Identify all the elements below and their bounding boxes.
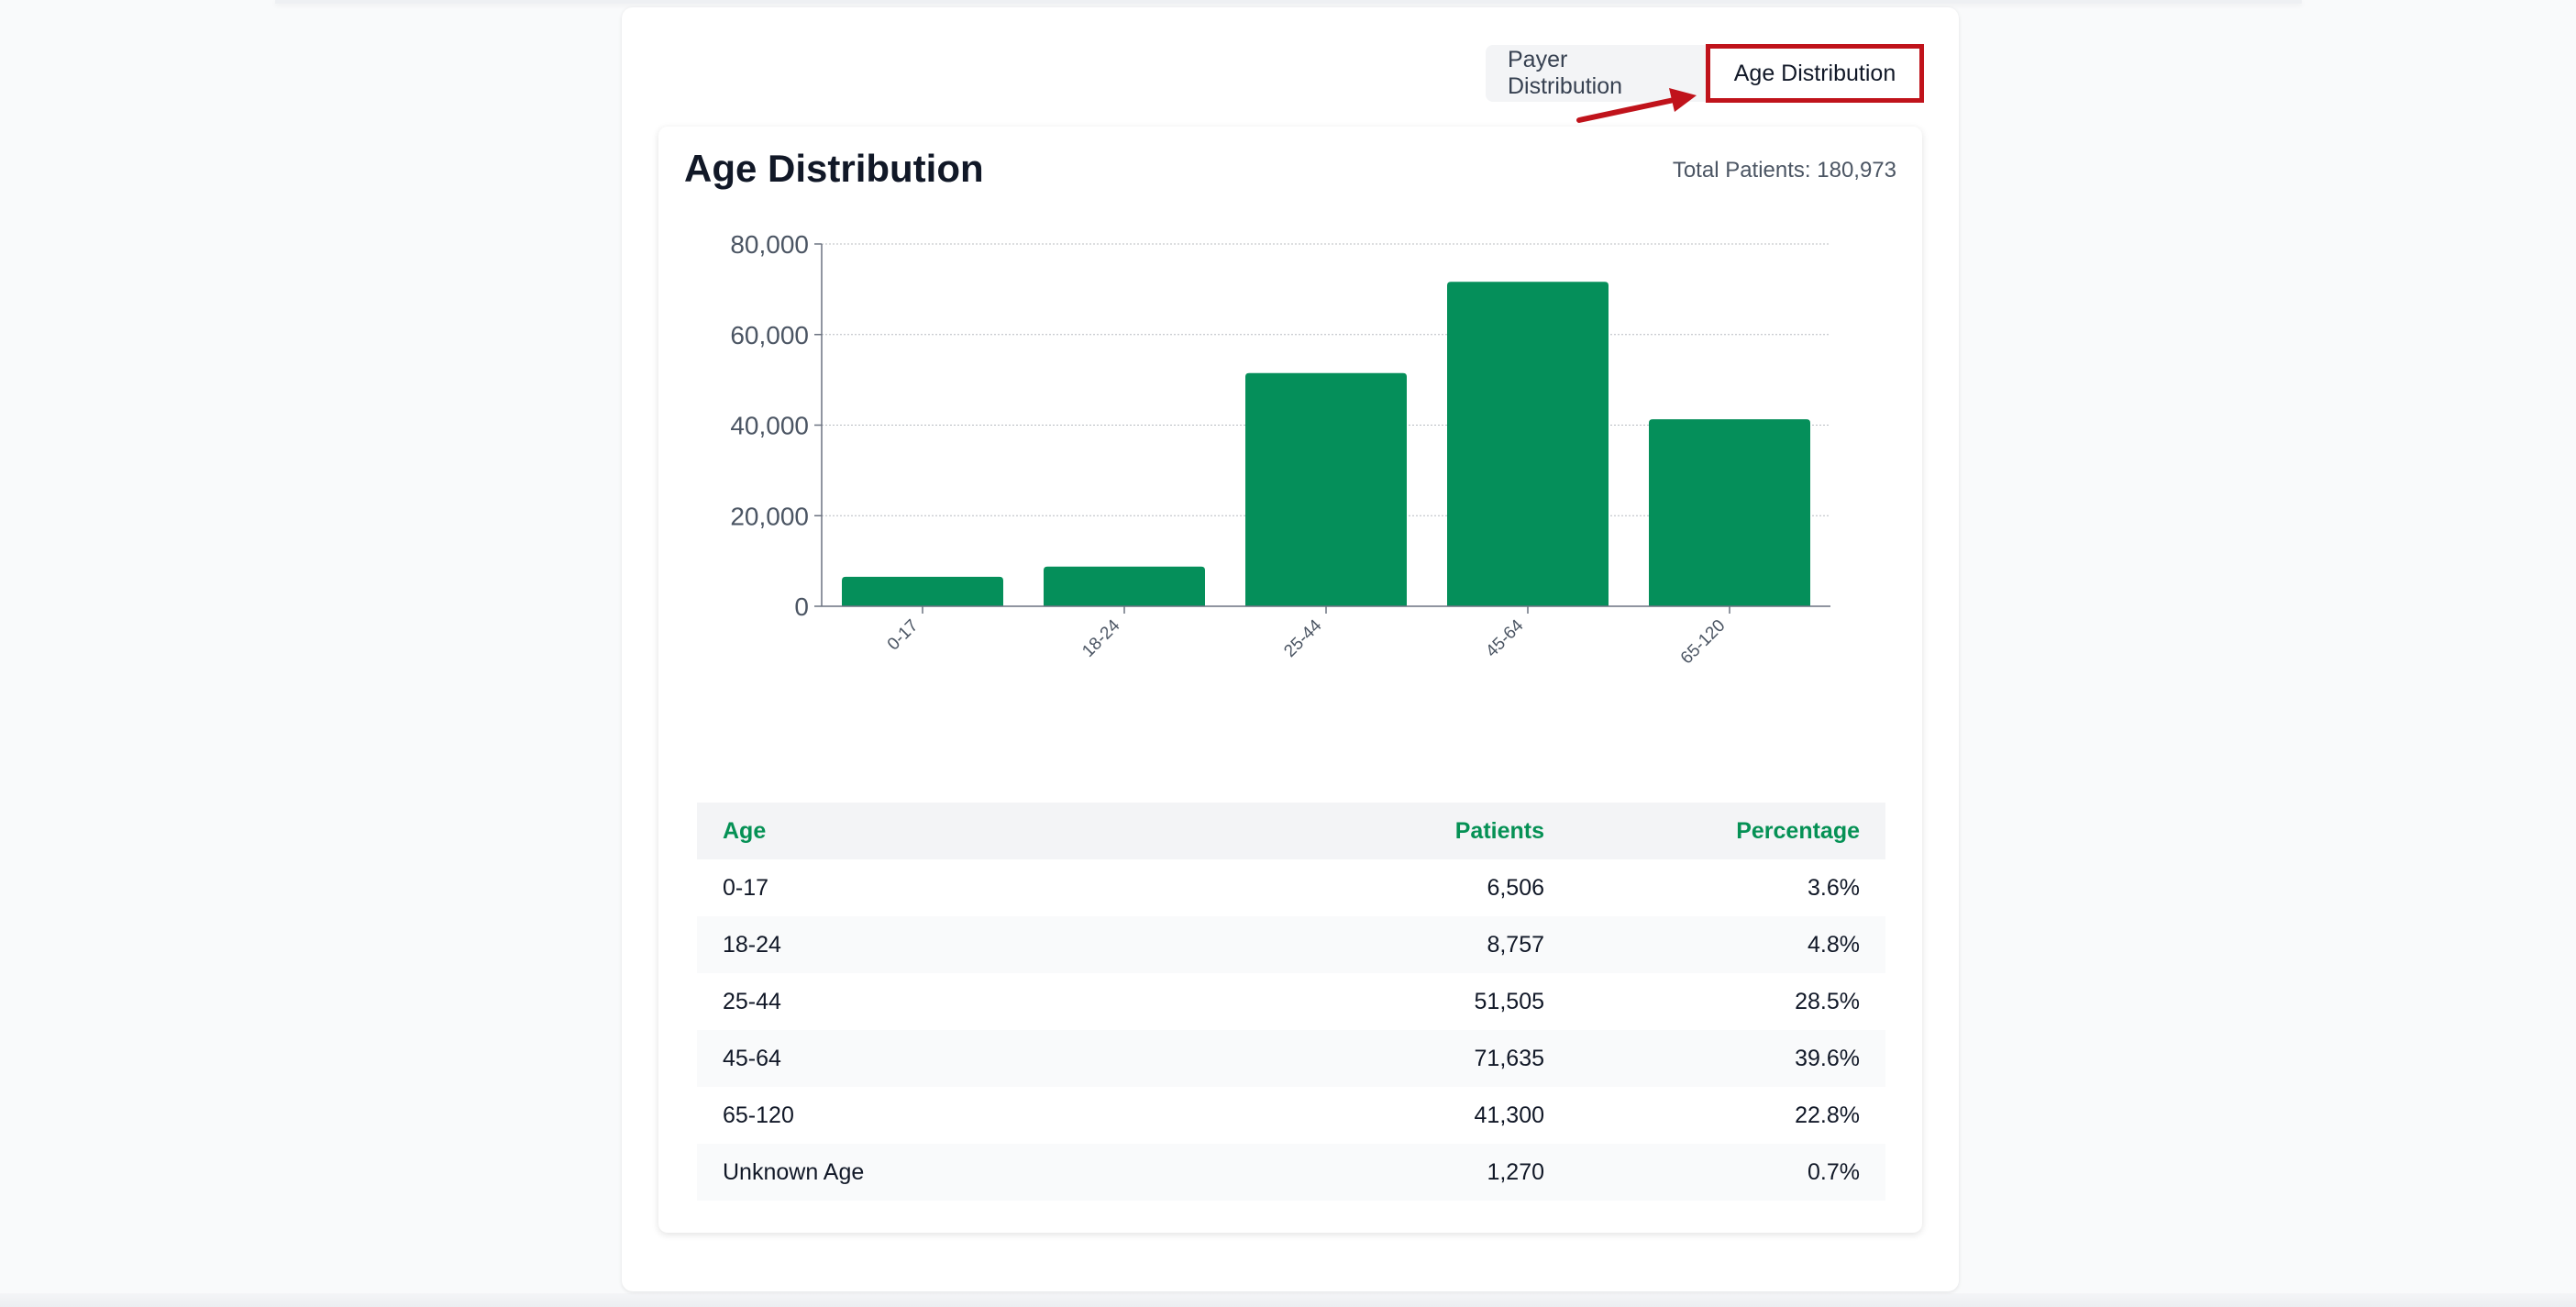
table-row: 0-17 6,506 3.6% — [697, 859, 1885, 916]
age-cell: Unknown Age — [697, 1144, 1225, 1201]
patients-cell: 8,757 — [1225, 916, 1570, 973]
x-tick-label: 25-44 — [1280, 615, 1326, 661]
table-header-row: Age Patients Percentage — [697, 803, 1885, 859]
y-tick-label: 80,000 — [730, 230, 809, 259]
percentage-cell: 22.8% — [1795, 1102, 1860, 1128]
column-header-percentage: Percentage — [1570, 803, 1885, 859]
percentage-cell: 0.7% — [1570, 1144, 1885, 1201]
bar-45-64[interactable] — [1447, 282, 1609, 606]
table-row: Unknown Age 1,270 0.7% — [697, 1144, 1885, 1201]
background-panel-edge — [275, 0, 2302, 4]
tab-payer-distribution[interactable]: Payer Distribution — [1486, 45, 1706, 102]
age-cell: 65-120 — [723, 1102, 794, 1128]
patients-cell: 1,270 — [1225, 1144, 1570, 1201]
bar-0-17[interactable] — [842, 576, 1003, 606]
column-header-patients: Patients — [1225, 803, 1570, 859]
table-row: 45-64 71,635 39.6% — [697, 1030, 1885, 1087]
column-header-age: Age — [697, 803, 1225, 859]
y-tick-label: 20,000 — [730, 502, 809, 530]
card-title: Age Distribution — [684, 147, 984, 190]
age-cell: 45-64 — [697, 1030, 1225, 1087]
bar-18-24[interactable] — [1044, 566, 1205, 606]
age-distribution-bar-chart: 0 20,000 40,000 60,000 80,000 0-17 18-24 25-44… — [730, 230, 1830, 669]
percentage-cell: 4.8% — [1570, 916, 1885, 973]
bar-65-120[interactable] — [1649, 419, 1810, 606]
chart-bars — [842, 282, 1810, 606]
percentage-cell: 39.6% — [1570, 1030, 1885, 1087]
x-tick-label: 0-17 — [884, 616, 923, 655]
age-distribution-card: Age Distribution Total Patients: 180,973… — [658, 127, 1922, 1233]
distribution-tabs: Payer Distribution Age Distribution — [1486, 44, 1924, 103]
patients-cell: 71,635 — [1225, 1030, 1570, 1087]
age-cell: 25-44 — [723, 988, 781, 1014]
percentage-cell: 28.5% — [1795, 988, 1860, 1014]
age-distribution-table: Age Patients Percentage 0-17 6,506 3.6% … — [697, 803, 1885, 1201]
patients-cell: 41,300 — [1474, 1102, 1544, 1128]
x-tick-label: 18-24 — [1078, 615, 1124, 661]
total-patients: Total Patients: 180,973 — [1672, 158, 1896, 183]
age-cell: 18-24 — [697, 916, 1225, 973]
patients-cell: 6,506 — [1487, 874, 1544, 901]
y-axis: 0 20,000 40,000 60,000 80,000 — [730, 230, 823, 621]
percentage-cell: 3.6% — [1808, 874, 1860, 901]
annotation-arrow-icon — [1576, 88, 1697, 123]
y-tick-label: 60,000 — [730, 321, 809, 349]
bar-25-44[interactable] — [1245, 372, 1407, 606]
tab-age-distribution[interactable]: Age Distribution — [1706, 44, 1924, 103]
y-tick-label: 40,000 — [730, 412, 809, 440]
y-tick-label: 0 — [794, 593, 809, 621]
table-row: 18-24 8,757 4.8% — [697, 916, 1885, 973]
age-cell: 0-17 — [723, 874, 769, 901]
x-tick-label: 45-64 — [1482, 615, 1528, 661]
background-panel-edge-bottom — [0, 1293, 2576, 1307]
patients-cell: 51,505 — [1474, 988, 1544, 1014]
x-axis: 0-17 18-24 25-44 45-64 65-120 — [822, 605, 1830, 669]
x-tick-label: 65-120 — [1677, 616, 1730, 669]
table-row: 65-120 41,300 22.8% — [697, 1087, 1885, 1144]
table-row: 25-44 51,505 28.5% — [697, 973, 1885, 1030]
